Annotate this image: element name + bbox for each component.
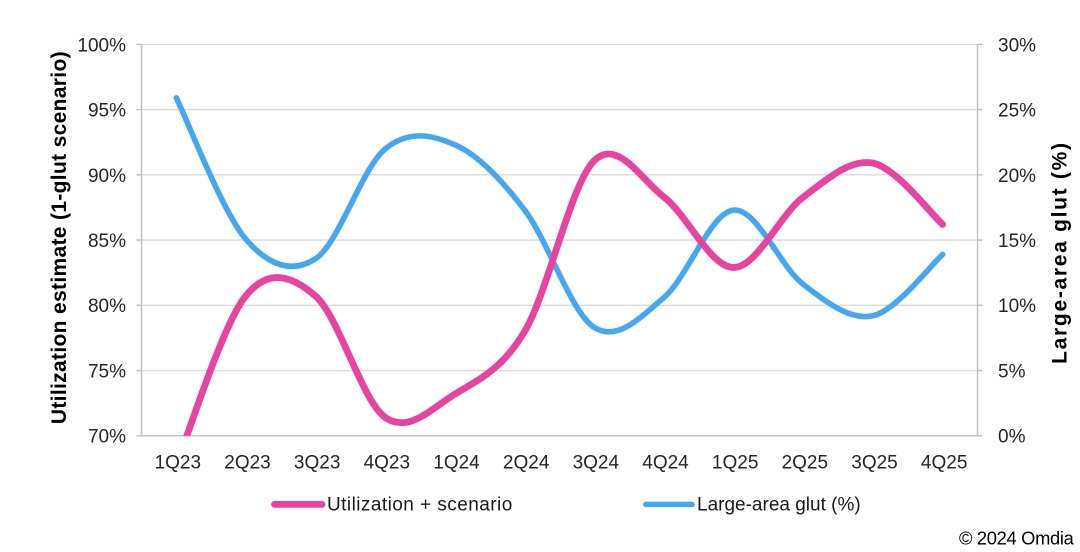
svg-text:2Q23: 2Q23 [224, 453, 270, 474]
svg-text:3Q24: 3Q24 [573, 453, 620, 474]
svg-text:Utilization estimate (1-glut s: Utilization estimate (1-glut scenario) [48, 51, 71, 424]
svg-text:90%: 90% [88, 166, 126, 187]
svg-text:4Q24: 4Q24 [642, 453, 689, 474]
svg-text:85%: 85% [88, 231, 126, 252]
svg-text:Large-area glut (%): Large-area glut (%) [697, 494, 861, 515]
svg-text:70%: 70% [88, 427, 126, 448]
svg-text:10%: 10% [998, 296, 1036, 317]
svg-text:© 2024 Omdia: © 2024 Omdia [959, 528, 1075, 549]
svg-text:25%: 25% [998, 101, 1036, 122]
svg-text:4Q25: 4Q25 [921, 453, 967, 474]
svg-text:1Q24: 1Q24 [433, 453, 480, 474]
svg-text:100%: 100% [77, 35, 126, 56]
svg-text:1Q23: 1Q23 [155, 453, 201, 474]
svg-text:5%: 5% [998, 361, 1026, 382]
svg-text:Utilization + scenario: Utilization + scenario [327, 494, 513, 515]
svg-text:Large-area glut (%): Large-area glut (%) [1049, 141, 1072, 364]
svg-text:15%: 15% [998, 231, 1036, 252]
svg-text:80%: 80% [88, 296, 126, 317]
svg-text:30%: 30% [998, 35, 1036, 56]
svg-text:75%: 75% [88, 361, 126, 382]
svg-text:0%: 0% [998, 427, 1026, 448]
svg-text:2Q24: 2Q24 [503, 453, 550, 474]
svg-text:95%: 95% [88, 101, 126, 122]
svg-text:4Q23: 4Q23 [364, 453, 410, 474]
svg-text:3Q23: 3Q23 [294, 453, 340, 474]
svg-text:2Q25: 2Q25 [782, 453, 828, 474]
svg-text:20%: 20% [998, 166, 1036, 187]
svg-text:3Q25: 3Q25 [851, 453, 897, 474]
svg-text:1Q25: 1Q25 [712, 453, 758, 474]
